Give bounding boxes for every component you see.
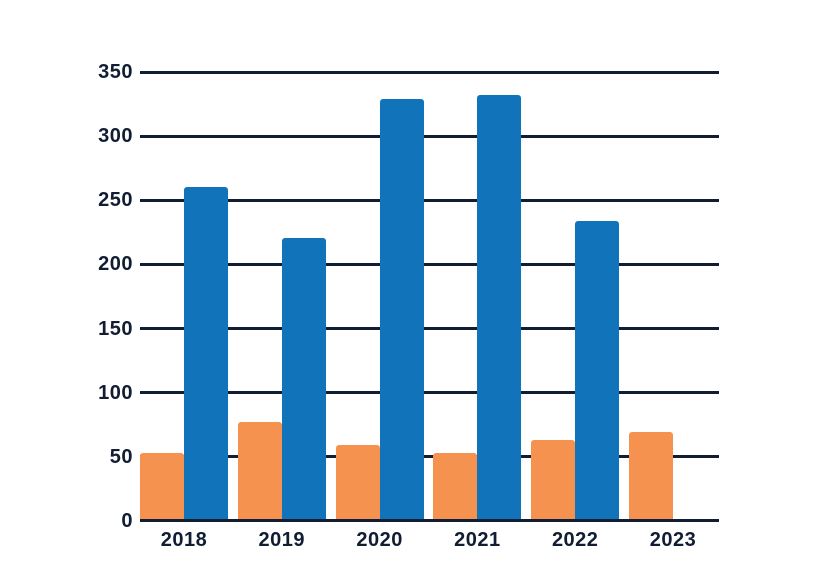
gridline [140,391,719,395]
bar-2022-orange-series [531,440,576,521]
gridline [140,262,719,266]
x-axis-tick-label: 2018 [160,529,208,551]
y-axis-tick-label: 200 [98,253,133,276]
y-axis-tick-label: 50 [109,445,133,468]
gridline [140,198,719,202]
gridline [140,70,719,74]
bar-2020-orange-series [335,445,380,521]
bar-2019-orange-series [237,422,282,521]
gridline [140,455,719,459]
y-axis-tick-label: 0 [121,510,133,532]
bar-2021-orange-series [433,453,478,521]
y-axis-tick-label: 300 [98,125,133,148]
bar-2019-blue-series [281,237,326,521]
x-axis-tick-label: 2020 [356,529,403,551]
gridline [140,327,719,331]
bar-2018-orange-series [140,453,184,521]
plot-area [140,70,719,522]
x-axis-tick-label: 2022 [551,529,599,551]
gridline [140,134,719,138]
bar-2023-orange-series [629,432,673,521]
x-axis-tick-label: 2021 [454,529,501,551]
bar-2021-blue-series [477,95,522,521]
x-axis-tick-label: 2019 [258,529,306,551]
y-axis-tick-label: 100 [98,381,133,404]
y-axis-tick-label: 150 [98,317,133,340]
y-axis-tick-label: 350 [98,61,133,83]
bar-2022-blue-series [575,220,620,521]
x-axis-line [140,519,719,522]
x-axis-tick-label: 2023 [649,529,697,551]
bar-2020-blue-series [379,98,424,521]
bar-2018-blue-series [184,187,228,521]
y-axis-tick-label: 250 [98,189,133,212]
